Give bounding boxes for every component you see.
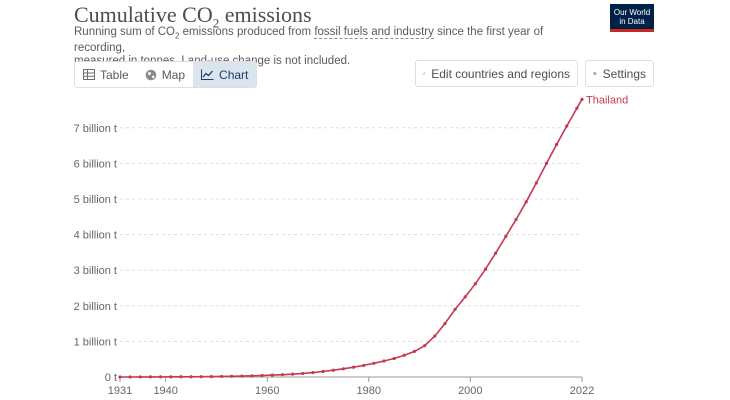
data-point[interactable] — [534, 181, 538, 185]
tab-chart[interactable]: Chart — [193, 62, 257, 87]
data-point[interactable] — [443, 322, 447, 326]
data-point[interactable] — [179, 375, 183, 379]
data-point[interactable] — [565, 124, 569, 128]
y-tick-label: 2 billion t — [74, 301, 117, 313]
data-point[interactable] — [321, 369, 325, 374]
owid-logo[interactable]: Our World in Data — [610, 4, 654, 29]
data-point[interactable] — [402, 353, 406, 357]
series-layer: Thailand — [118, 94, 628, 379]
series-line-thailand[interactable] — [120, 98, 583, 378]
data-point[interactable] — [453, 307, 457, 311]
data-point[interactable] — [209, 374, 213, 379]
settings-button[interactable]: Settings — [585, 60, 654, 87]
data-point[interactable] — [291, 372, 295, 376]
y-tick-label: 3 billion t — [74, 265, 117, 277]
tab-map[interactable]: Map — [137, 62, 193, 87]
data-point[interactable] — [159, 375, 163, 379]
data-point[interactable] — [250, 374, 254, 378]
logo-accent-bar — [610, 29, 654, 32]
data-point[interactable] — [189, 375, 193, 379]
tab-table[interactable]: Table — [75, 62, 137, 87]
gridlines — [120, 127, 582, 378]
x-tick-label: 2022 — [570, 385, 594, 397]
data-point[interactable] — [169, 375, 173, 379]
data-point[interactable] — [483, 267, 488, 271]
data-point[interactable] — [555, 142, 559, 147]
data-point[interactable] — [240, 374, 244, 378]
data-point[interactable] — [544, 161, 549, 165]
data-point[interactable] — [362, 363, 366, 368]
line-chart-icon — [201, 69, 214, 80]
data-point[interactable] — [494, 251, 498, 255]
data-point[interactable] — [524, 200, 528, 204]
data-point[interactable] — [128, 375, 132, 379]
data-point[interactable] — [148, 375, 153, 379]
data-point[interactable] — [372, 361, 376, 365]
tab-table-label: Table — [100, 67, 129, 82]
data-point[interactable] — [423, 344, 427, 348]
data-point[interactable] — [219, 374, 224, 379]
data-point[interactable] — [270, 373, 274, 377]
x-tick-label: 1931 — [108, 385, 132, 397]
data-point[interactable] — [331, 368, 335, 372]
edit-countries-label: Edit countries and regions — [431, 66, 570, 81]
data-point[interactable] — [463, 295, 467, 299]
chart-title: Cumulative CO2 emissions — [74, 2, 312, 31]
data-point[interactable] — [301, 371, 305, 376]
x-tick-label: 1980 — [357, 385, 381, 397]
y-tick-label: 1 billion t — [74, 336, 117, 348]
data-point[interactable] — [118, 375, 122, 379]
data-point[interactable] — [504, 234, 508, 238]
x-tick-label: 1940 — [153, 385, 177, 397]
gear-icon — [593, 72, 597, 75]
series-label-thailand[interactable]: Thailand — [586, 94, 628, 106]
data-point[interactable] — [433, 334, 437, 338]
data-point[interactable] — [311, 370, 315, 375]
data-point[interactable] — [280, 373, 285, 377]
x-tick-label: 1960 — [255, 385, 279, 397]
tab-map-label: Map — [161, 67, 186, 82]
fossil-fuels-link[interactable]: fossil fuels and industry — [314, 26, 434, 39]
settings-label: Settings — [602, 66, 646, 81]
data-point[interactable] — [341, 367, 345, 371]
data-point[interactable] — [473, 282, 477, 286]
data-point[interactable] — [260, 373, 264, 378]
data-point[interactable] — [392, 356, 396, 361]
data-point[interactable] — [580, 97, 584, 101]
y-tick-label: 7 billion t — [74, 123, 117, 135]
data-point[interactable] — [382, 359, 386, 363]
x-tick-label: 2000 — [458, 385, 482, 397]
tab-chart-label: Chart — [219, 67, 249, 82]
data-point[interactable] — [199, 375, 203, 379]
pencil-icon — [423, 72, 425, 75]
y-tick-label: 6 billion t — [74, 158, 117, 170]
y-axis-ticks: 0 t 1 billion t 2 billion t 3 billion t 4 bi… — [74, 123, 117, 384]
data-point[interactable] — [412, 349, 417, 353]
data-point[interactable] — [514, 218, 518, 222]
y-tick-label: 5 billion t — [74, 194, 117, 206]
data-point[interactable] — [351, 365, 356, 369]
data-point[interactable] — [230, 374, 234, 378]
edit-countries-button[interactable]: Edit countries and regions — [415, 60, 578, 87]
x-axis-ticks: 1931 1940 1960 1980 2000 2022 — [108, 377, 594, 397]
y-tick-label: 4 billion t — [74, 230, 117, 242]
globe-icon — [145, 69, 156, 80]
data-point[interactable] — [138, 375, 142, 379]
data-point[interactable] — [575, 106, 579, 110]
view-tabs: Table Map Chart — [74, 61, 258, 88]
table-icon — [83, 69, 95, 80]
y-tick-label: 0 t — [105, 372, 117, 384]
